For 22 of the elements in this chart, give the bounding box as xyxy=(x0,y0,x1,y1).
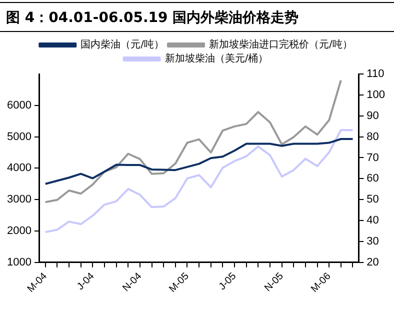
y2-tick-label: 80 xyxy=(366,130,379,143)
x-tick-label: J-04 xyxy=(75,270,98,292)
chart-title: 图 4：04.01-06.05.19 国内外柴油价格走势 xyxy=(0,2,394,32)
y2-tick-label: 50 xyxy=(366,194,379,206)
y2-tick-label: 20 xyxy=(366,256,379,268)
y2-tick-label: 90 xyxy=(366,110,379,122)
y-tick-label: 5000 xyxy=(6,130,32,143)
y-tick-label: 1000 xyxy=(6,256,32,268)
y2-tick-label: 110 xyxy=(366,68,384,80)
y2-tick-label: 40 xyxy=(366,214,379,227)
y2-tick-label: 30 xyxy=(366,236,379,248)
y-tick-label: 3000 xyxy=(6,194,32,206)
y-tick-label: 2000 xyxy=(6,225,32,238)
y2-tick-label: 60 xyxy=(366,172,379,185)
legend-label: 新加坡柴油（美元/桶） xyxy=(164,52,268,65)
y2-tick-label: 70 xyxy=(366,152,379,164)
legend-label: 国内柴油（元/吨） xyxy=(80,38,164,51)
y2-tick-label: 100 xyxy=(366,88,386,101)
y-tick-label: 6000 xyxy=(6,99,32,112)
x-tick-label: J-05 xyxy=(217,270,239,292)
y-tick-label: 4000 xyxy=(6,162,32,174)
legend-label: 新加坡柴油进口完税价（元/吨） xyxy=(209,38,352,51)
